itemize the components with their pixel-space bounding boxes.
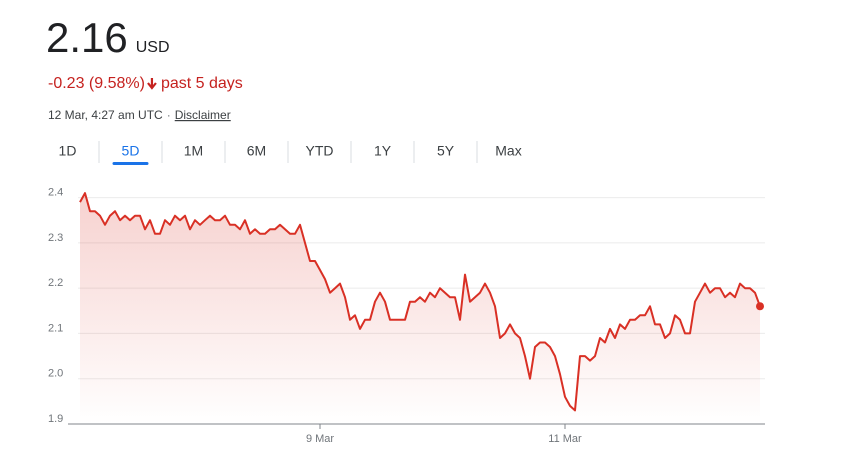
last-point [756, 302, 764, 311]
change: -0.23 (9.58%) [48, 75, 145, 92]
currency: USD [136, 39, 170, 56]
range-tab[interactable]: 1Y [374, 143, 392, 159]
disclaimer-link[interactable]: Disclaimer [175, 108, 231, 122]
timestamp: 12 Mar, 4:27 am UTC [48, 108, 163, 122]
range-tab[interactable]: Max [495, 143, 521, 159]
x-tick-label: 9 Mar [306, 433, 334, 445]
price-line [79, 192, 761, 412]
x-tick-label: 11 Mar [548, 433, 582, 445]
range-tab[interactable]: 5D [122, 143, 140, 159]
y-tick-label: 1.9 [48, 413, 63, 425]
down-arrow [147, 78, 157, 90]
period: past 5 days [161, 75, 243, 92]
range-tab[interactable]: 1D [59, 143, 77, 159]
separator: · [167, 108, 171, 122]
range-tab[interactable]: YTD [306, 143, 334, 159]
range-tabs: 1D 5D 1M 6M YTD 1Y 5Y Max [59, 141, 522, 165]
y-tick-label: 2.3 [48, 232, 63, 244]
y-tick-label: 2.1 [48, 322, 63, 334]
active-tab-indicator [112, 162, 149, 165]
y-tick-label: 2.0 [48, 368, 63, 380]
range-tab[interactable]: 6M [247, 143, 266, 159]
range-tab[interactable]: 1M [184, 143, 203, 159]
y-tick-label: 2.4 [48, 186, 63, 198]
price: 2.16 [46, 14, 128, 61]
area-fill [80, 193, 760, 424]
chart: 1.9 2.0 2.1 2.2 2.3 2.4 9 Mar 11 Mar [48, 186, 765, 445]
range-tab[interactable]: 5Y [437, 143, 455, 159]
y-tick-label: 2.2 [48, 277, 63, 289]
